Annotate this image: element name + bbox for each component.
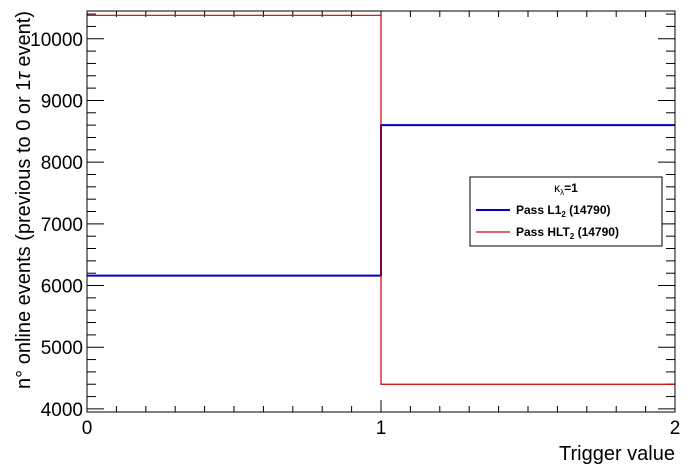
legend-label-main: Pass HLT (516, 225, 570, 239)
y-tick-label: 5000 (41, 338, 83, 359)
legend-header-rest: =1 (564, 181, 578, 195)
legend-label: Pass HLT2 (14790) (516, 225, 619, 241)
legend-header-kappa: κ (554, 181, 561, 195)
tick-labels: 4000 5000 6000 7000 8000 9000 10000 0 1 2 (30, 30, 680, 439)
legend-entries: Pass L12 (14790)Pass HLT2 (14790) (476, 203, 619, 241)
legend: κλ=1 Pass L12 (14790)Pass HLT2 (14790) (469, 176, 663, 247)
y-axis-title-tau: τ (13, 71, 35, 80)
y-tick-label: 10000 (30, 30, 83, 51)
legend-label-rest: (14790) (574, 225, 619, 239)
x-tick-label: 1 (376, 418, 387, 439)
series-line (87, 14, 675, 385)
y-axis-title-main: n° online events (previous to 0 or 1 (13, 80, 35, 389)
axis-ticks (86, 11, 676, 412)
legend-label: Pass L12 (14790) (516, 203, 611, 219)
legend-header: κλ=1 (554, 181, 578, 197)
plot-frame (86, 10, 676, 413)
x-tick-label: 2 (670, 418, 681, 439)
y-axis-title: n° online events (previous to 0 or 1τ ev… (13, 11, 35, 389)
y-axis-title-end: event) (13, 11, 35, 72)
series-layer (87, 14, 675, 385)
y-tick-label: 6000 (41, 277, 83, 298)
x-axis-title: Trigger value (559, 443, 675, 465)
y-tick-label: 8000 (41, 153, 83, 174)
legend-label-main: Pass L1 (516, 203, 562, 217)
y-tick-label: 9000 (41, 91, 83, 112)
legend-label-sub: 2 (570, 232, 575, 241)
x-tick-label: 0 (82, 418, 93, 439)
y-tick-label: 4000 (41, 400, 83, 421)
legend-header-lambda: λ (560, 188, 564, 197)
legend-label-rest: (14790) (566, 203, 611, 217)
legend-box (469, 176, 663, 247)
legend-label-sub: 2 (561, 210, 566, 219)
y-tick-label: 7000 (41, 215, 83, 236)
